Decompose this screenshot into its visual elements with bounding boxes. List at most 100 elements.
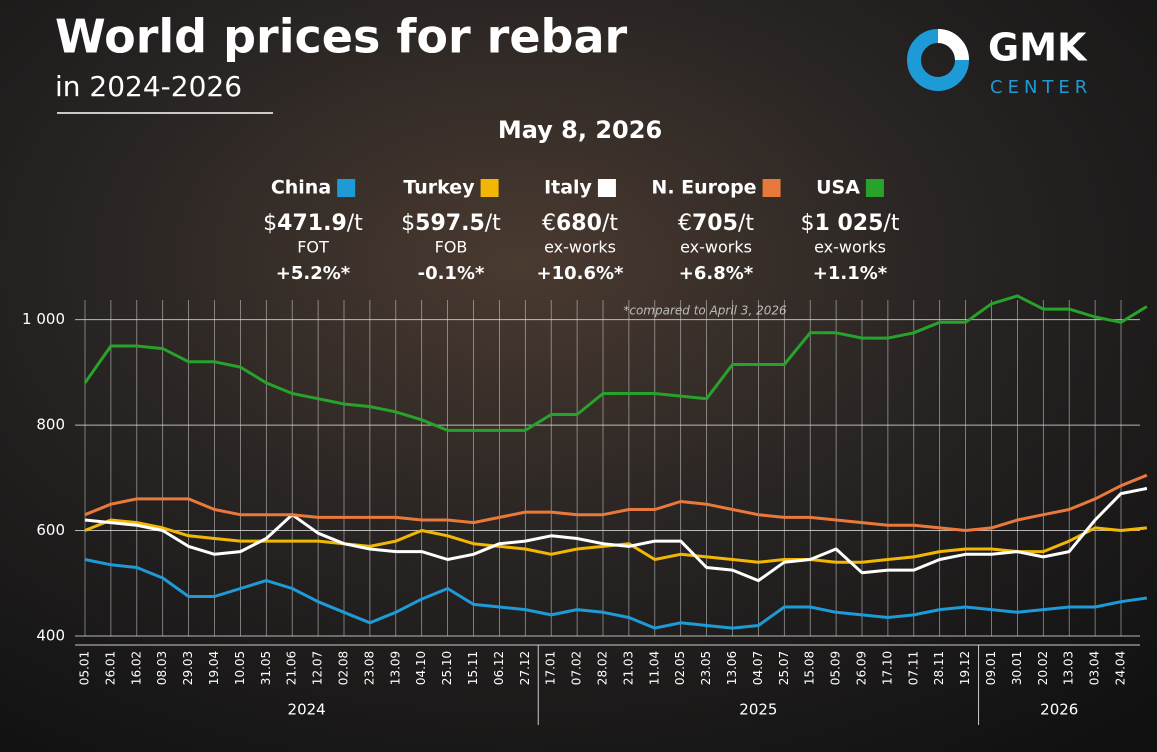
x-tick-label: 25.07 [777,651,791,685]
x-tick-label: 20.02 [1036,651,1050,685]
price-currency: $ [263,211,277,236]
x-tick-label: 06.12 [492,651,506,685]
legend-change: +6.8%* [679,263,754,284]
price-unit: /t [485,211,501,236]
x-tick-label: 28.11 [932,651,946,685]
price-amount: 705 [692,211,738,236]
x-tick-label: 12.07 [311,651,325,685]
x-tick-label: 13.06 [725,651,739,685]
y-tick-label: 600 [36,521,65,539]
logo-tagline: CENTER [990,77,1092,98]
legend-price: €680/t [542,211,618,236]
price-unit: /t [738,211,754,236]
x-tick-label: 07.11 [906,651,920,685]
price-amount: 471.9 [277,211,347,236]
x-tick-label: 03.04 [1088,651,1102,685]
x-tick-label: 19.12 [958,651,972,685]
x-tick-label: 30.01 [1010,651,1024,685]
x-tick-label: 10.05 [233,651,247,685]
x-tick-label: 17.10 [880,651,894,685]
price-amount: 680 [556,211,602,236]
series-line [84,558,1148,630]
legend-price: €705/t [678,211,754,236]
x-tick-label: 05.09 [829,651,843,685]
logo: GMK CENTER [907,26,1092,98]
y-tick-label: 1 000 [22,310,65,328]
x-tick-label: 24.04 [1114,651,1128,685]
price-unit: /t [347,211,363,236]
logo-mark-accent [937,29,969,61]
legend-basis: ex-works [814,238,886,257]
price-unit: /t [602,211,618,236]
legend-swatch [597,179,616,197]
year-label: 2024 [288,701,326,719]
legend-swatch [337,179,356,197]
x-tick-label: 02.08 [337,651,351,685]
x-tick-label: 11.04 [647,651,661,685]
legend-name: China [271,177,331,199]
x-tick-label: 07.02 [570,651,584,685]
legend-basis: FOT [297,238,329,257]
x-tick-label: 28.02 [596,651,610,685]
legend-change: +5.2%* [276,263,351,284]
legend-price: $597.5/t [401,211,501,236]
legend-swatch [480,179,499,197]
x-tick-label: 04.10 [414,651,428,685]
x-tick-label: 21.06 [285,651,299,685]
price-unit: /t [883,211,899,236]
note: *compared to April 3, 2026 [623,304,787,318]
year-label: 2026 [1040,701,1078,719]
legend-swatch [762,179,781,197]
date: May 8, 2026 [498,116,662,144]
x-tick-label: 05.01 [78,651,92,685]
legend-price: $1 025/t [801,211,900,236]
year-label: 2025 [739,701,777,719]
legend-name: USA [816,177,860,199]
x-tick-label: 25.10 [440,651,454,685]
legend-name: Italy [544,177,592,199]
legend-basis: ex-works [544,238,616,257]
x-tick-label: 16.02 [129,651,143,685]
x-tick-label: 23.08 [362,651,376,685]
y-tick-label: 400 [36,627,65,645]
legend-basis: FOB [435,238,468,257]
y-tick-label: 800 [36,416,65,434]
x-tick-label: 19.04 [207,651,221,685]
logo-name: GMK [988,26,1088,70]
x-tick-label: 15.08 [803,651,817,685]
x-tick-label: 26.09 [855,651,869,685]
price-amount: 1 025 [815,211,884,236]
legend-change: -0.1%* [418,263,485,284]
subtitle: in 2024-2026 [55,70,242,103]
x-tick-label: 04.07 [751,651,765,685]
price-currency: $ [401,211,415,236]
legend-basis: ex-works [680,238,752,257]
x-tick-label: 15.11 [466,651,480,685]
x-tick-label: 09.01 [984,651,998,685]
legend-swatch [865,179,884,197]
x-tick-label: 13.09 [388,651,402,685]
price-currency: € [542,211,556,236]
x-tick-label: 23.05 [699,651,713,685]
legend-price: $471.9/t [263,211,363,236]
series-line [84,486,1148,583]
price-currency: $ [801,211,815,236]
x-tick-label: 27.12 [518,651,532,685]
x-tick-label: 29.03 [181,651,195,685]
series-line [83,294,1148,432]
x-tick-label: 17.01 [544,651,558,685]
title: World prices for rebar [55,10,628,64]
x-tick-label: 31.05 [259,651,273,685]
legend-name: Turkey [403,177,475,199]
price-currency: € [678,211,692,236]
price-amount: 597.5 [415,211,485,236]
legend-change: +1.1%* [813,263,888,284]
x-tick-label: 08.03 [155,651,169,685]
x-tick-label: 02.05 [673,651,687,685]
series-line [84,473,1148,532]
legend-name: N. Europe [651,177,756,199]
legend-change: +10.6%* [537,263,625,284]
x-tick-label: 26.01 [103,651,117,685]
